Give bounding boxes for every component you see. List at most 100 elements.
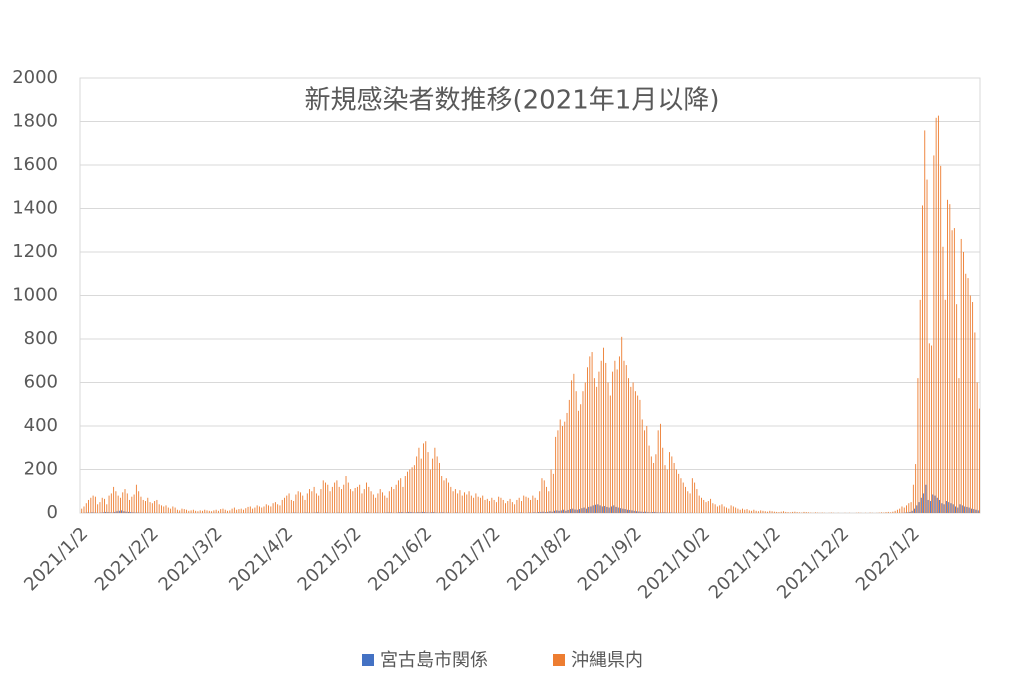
bar bbox=[426, 512, 428, 513]
bar bbox=[573, 373, 575, 513]
bar bbox=[614, 360, 616, 513]
bar bbox=[240, 508, 242, 513]
bar bbox=[948, 502, 950, 513]
bar bbox=[502, 499, 504, 513]
bar bbox=[918, 502, 920, 513]
bar bbox=[701, 497, 702, 513]
bar bbox=[568, 399, 570, 513]
bar bbox=[411, 467, 413, 513]
bar bbox=[958, 378, 960, 513]
bar bbox=[119, 497, 121, 513]
bar bbox=[742, 508, 743, 513]
bar bbox=[421, 511, 423, 513]
bar bbox=[963, 252, 964, 513]
bar bbox=[399, 512, 401, 513]
bar bbox=[564, 421, 566, 513]
bar bbox=[401, 512, 403, 513]
bar bbox=[123, 511, 125, 513]
bar bbox=[906, 505, 907, 513]
bar bbox=[685, 486, 686, 513]
bar bbox=[170, 508, 172, 513]
bar bbox=[617, 507, 619, 513]
bar bbox=[911, 510, 913, 513]
bar bbox=[151, 503, 153, 513]
bar bbox=[632, 382, 634, 513]
bar bbox=[375, 497, 377, 513]
bar bbox=[558, 510, 560, 513]
bar bbox=[409, 469, 411, 513]
bar bbox=[284, 497, 285, 513]
bar bbox=[912, 484, 914, 513]
bar bbox=[909, 511, 911, 513]
bar bbox=[258, 506, 260, 513]
bar bbox=[559, 419, 561, 513]
bar bbox=[252, 508, 254, 513]
bar bbox=[949, 204, 951, 513]
bar bbox=[176, 509, 178, 513]
bar bbox=[732, 506, 734, 513]
bar bbox=[372, 494, 374, 513]
bar bbox=[723, 506, 725, 513]
bar bbox=[785, 511, 787, 513]
bar bbox=[384, 495, 386, 513]
bar bbox=[794, 511, 796, 513]
bar bbox=[783, 511, 784, 513]
y-tick-label: 1400 bbox=[12, 198, 58, 219]
bar bbox=[560, 510, 562, 513]
bar bbox=[83, 506, 85, 513]
bar bbox=[217, 510, 219, 513]
bar bbox=[530, 499, 532, 513]
bar bbox=[313, 486, 315, 513]
bar bbox=[624, 509, 626, 513]
bar bbox=[787, 512, 789, 513]
bar bbox=[923, 493, 925, 513]
bar bbox=[612, 371, 614, 513]
bar bbox=[798, 512, 800, 513]
bar bbox=[894, 510, 896, 513]
bar bbox=[753, 509, 755, 513]
bar bbox=[322, 480, 324, 513]
bar bbox=[630, 386, 632, 513]
bar bbox=[129, 499, 131, 513]
bar bbox=[197, 511, 199, 513]
bar bbox=[540, 511, 542, 513]
bar bbox=[224, 509, 226, 513]
bar bbox=[659, 423, 661, 513]
bar bbox=[318, 495, 320, 513]
bar bbox=[691, 478, 693, 513]
bar bbox=[391, 486, 393, 513]
bar bbox=[114, 511, 116, 513]
bar bbox=[689, 493, 691, 513]
bar bbox=[518, 497, 520, 513]
bar bbox=[544, 512, 546, 513]
bar bbox=[662, 447, 664, 513]
bar bbox=[361, 493, 363, 513]
bar bbox=[606, 506, 608, 513]
bar bbox=[135, 484, 137, 513]
bar bbox=[808, 512, 809, 513]
bar bbox=[595, 504, 596, 513]
bar bbox=[429, 469, 431, 513]
bar bbox=[498, 496, 500, 513]
bar bbox=[978, 408, 980, 513]
bar bbox=[261, 507, 263, 513]
bar bbox=[585, 508, 587, 513]
bar bbox=[967, 278, 969, 513]
bar bbox=[678, 473, 680, 513]
bar bbox=[641, 419, 643, 513]
bar bbox=[945, 501, 947, 513]
bar bbox=[122, 492, 124, 513]
y-tick-label: 0 bbox=[47, 502, 58, 523]
bar bbox=[601, 506, 603, 513]
bar bbox=[408, 511, 410, 513]
bar bbox=[934, 495, 936, 513]
bar bbox=[345, 476, 347, 513]
bar bbox=[466, 494, 468, 513]
bar bbox=[395, 484, 397, 513]
bar bbox=[192, 509, 194, 513]
bar bbox=[165, 505, 167, 513]
bar bbox=[484, 499, 486, 513]
bar bbox=[206, 510, 208, 513]
bar bbox=[459, 490, 461, 513]
bar bbox=[91, 512, 93, 513]
